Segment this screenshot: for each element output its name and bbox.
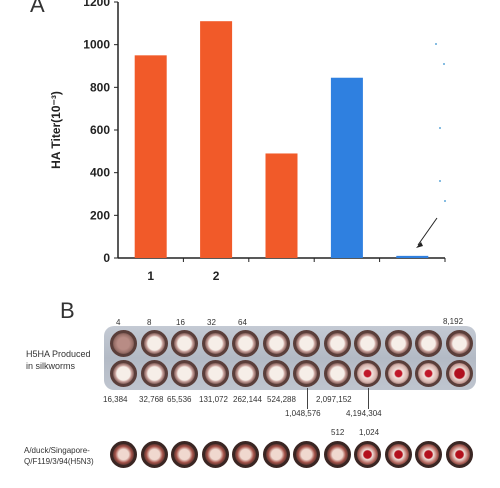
y-tick-label: 0 [103, 251, 110, 265]
plate-well [262, 441, 290, 468]
panel-b-label: B [60, 298, 75, 323]
plate-row2-label: A/duck/Singapore- Q/F119/3/94(H5N3) [24, 445, 94, 467]
bar [396, 255, 429, 258]
plate-well [445, 441, 473, 468]
y-tick-label: 200 [90, 208, 110, 222]
y-tick-label: 1000 [83, 38, 110, 52]
plate-well [415, 330, 442, 357]
plate-row1-label-line2: in silkworms [26, 361, 76, 371]
panel-a-label: A [30, 0, 45, 17]
dilution-label: 16 [176, 318, 185, 327]
leader-line [368, 388, 369, 409]
y-tick-label: 600 [90, 123, 110, 137]
plate-row1-label: H5HA Produced in silkworms [26, 348, 91, 372]
plate-well [354, 441, 381, 468]
plate-well [262, 330, 290, 357]
chart-ticks: 0 200 400 600 800 1000 1200 1 2 [83, 0, 446, 283]
dilution-label: 32 [207, 318, 216, 327]
y-tick-label: 1200 [83, 0, 110, 9]
plate-well [232, 360, 259, 387]
scan-artifact-dots [435, 43, 446, 202]
dilution-label: 4,194,304 [346, 409, 382, 418]
dilution-label: 4 [116, 318, 121, 327]
plate-well [201, 330, 229, 357]
dilution-label: 8,192 [443, 317, 464, 326]
dilution-label: 1,024 [359, 428, 380, 437]
plate-well [293, 360, 320, 387]
plate-well [201, 441, 229, 468]
bar [134, 55, 167, 259]
plate-well [384, 330, 412, 357]
plate-well [445, 360, 473, 387]
plate-well [232, 441, 259, 468]
plate-well [110, 441, 137, 468]
x-tick-label: 2 [213, 269, 220, 283]
y-tick-label: 400 [90, 166, 110, 180]
plate-well [171, 330, 198, 357]
plate-well [323, 360, 351, 387]
leader-line [307, 388, 308, 409]
plate-well [384, 441, 412, 468]
plate-well [415, 441, 442, 468]
plate-well [384, 360, 412, 387]
plate-well [354, 360, 381, 387]
plate-well [140, 330, 168, 357]
bar [200, 21, 233, 259]
plate-row1-label-line1: H5HA Produced [26, 349, 91, 359]
plate-well [445, 330, 473, 357]
plate-well [293, 330, 320, 357]
bar-chart: 0 200 400 600 800 1000 1200 1 2 HA Titer(10⁻³) [49, 0, 446, 283]
plate-well [323, 330, 351, 357]
arrow-annotation [416, 217, 438, 248]
plate-well [293, 441, 320, 468]
dilution-label: 8 [147, 318, 152, 327]
plate-row1 [104, 326, 476, 390]
plate-well [201, 360, 229, 387]
y-tick-label: 800 [90, 80, 110, 94]
plate-row2 [106, 438, 476, 470]
bar [265, 153, 298, 258]
dilution-label: 64 [238, 318, 247, 327]
dilution-label: 262,144 [233, 395, 262, 404]
plate-well [415, 360, 442, 387]
x-tick-label: 1 [147, 269, 154, 283]
plate-row2-label-line1: A/duck/Singapore- [24, 446, 90, 455]
plate-well [140, 360, 168, 387]
plate-well [171, 441, 198, 468]
plate-well [171, 360, 198, 387]
plate-well [354, 330, 381, 357]
dilution-label: 65,536 [167, 395, 192, 404]
plate-well [140, 441, 168, 468]
plate-well [110, 330, 137, 357]
dilution-label: 524,288 [267, 395, 296, 404]
plate-well [262, 360, 290, 387]
y-axis-label: HA Titer(10⁻³) [49, 91, 63, 169]
dilution-label: 512 [331, 428, 345, 437]
dilution-label: 1,048,576 [285, 409, 321, 418]
dilution-label: 2,097,152 [316, 395, 352, 404]
dilution-label: 131,072 [199, 395, 228, 404]
chart-bars [134, 21, 429, 259]
plate-well [110, 360, 137, 387]
bar [330, 77, 363, 258]
dilution-label: 32,768 [139, 395, 164, 404]
plate-well [232, 330, 259, 357]
plate-well [323, 441, 351, 468]
dilution-label: 16,384 [103, 395, 128, 404]
plate-row2-label-line2: Q/F119/3/94(H5N3) [24, 457, 94, 466]
